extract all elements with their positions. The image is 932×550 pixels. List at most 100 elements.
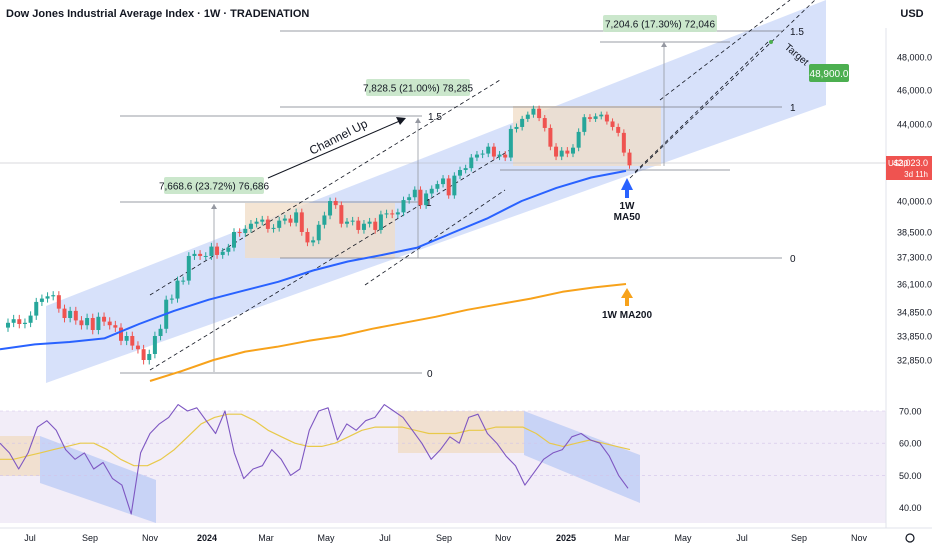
candle-body	[175, 280, 180, 299]
candle-body	[113, 325, 118, 328]
time-tick-label: Mar	[258, 533, 274, 543]
time-tick-label: Mar	[614, 533, 630, 543]
time-tick-label: May	[674, 533, 692, 543]
rsi-tick-label: 70.00	[899, 407, 922, 417]
candle-body	[361, 223, 366, 230]
candle-body	[486, 146, 491, 154]
channel-up-arrow-head	[396, 117, 406, 125]
candle-body	[90, 318, 95, 330]
rsi-range-box-1	[0, 436, 40, 476]
candle-body	[593, 116, 598, 119]
candle-body	[542, 118, 547, 128]
candle-body	[407, 197, 412, 201]
dash-up-3	[364, 189, 506, 286]
price-tick-label: 40,000.0	[897, 197, 932, 207]
candle-body	[220, 251, 225, 255]
gear-icon[interactable]	[905, 533, 915, 543]
candle-body	[271, 227, 276, 229]
candle-body	[102, 316, 107, 322]
price-tick-label: 48,000.0	[897, 53, 932, 63]
candle-body	[463, 168, 468, 171]
symbol-label: US30	[888, 159, 909, 168]
candle-body	[576, 131, 581, 148]
candle-body	[294, 212, 299, 223]
candle-body	[469, 157, 474, 169]
time-tick-label: May	[317, 533, 335, 543]
rsi-panel	[0, 404, 886, 523]
candle-body	[554, 146, 559, 157]
ma200-line	[149, 283, 627, 382]
time-tick-label: Jul	[736, 533, 748, 543]
candle-body	[17, 319, 22, 324]
candle-body	[198, 253, 203, 256]
last-price-tag	[886, 156, 932, 180]
bar-countdown: 3d 11h	[904, 170, 928, 179]
candle-body	[322, 215, 327, 225]
candle-body	[429, 188, 434, 194]
candle-body	[56, 295, 61, 309]
fib-level-1-a: 1	[426, 198, 432, 209]
time-tick-label: Nov	[495, 533, 512, 543]
rsi-ma-line	[0, 413, 631, 467]
dash-up-4	[629, 0, 816, 179]
candle-body	[395, 212, 400, 215]
ma200-arrow	[621, 288, 633, 306]
candle-body	[316, 224, 321, 241]
candle-body	[424, 193, 429, 206]
measure-arrow-2-head	[415, 118, 421, 123]
rsi-channel-down-2	[524, 411, 640, 503]
candle-body	[73, 310, 78, 321]
ma50-arrow	[621, 178, 633, 198]
fib-level-0-a: 0	[427, 369, 433, 380]
candle-body	[333, 201, 338, 206]
candle-body	[158, 328, 163, 336]
candle-body	[186, 255, 191, 281]
rsi-tick-label: 60.00	[899, 439, 922, 449]
ma50-label-line1: 1W	[620, 201, 636, 212]
fib-label-1-box	[164, 177, 264, 194]
price-tick-label: 34,850.0	[897, 308, 932, 318]
candle-body	[232, 232, 236, 248]
price-tick-label: 44,000.0	[897, 120, 932, 130]
candle-body	[446, 178, 451, 196]
candle-body	[226, 247, 231, 252]
candle-body	[412, 189, 417, 198]
candle-body	[418, 189, 423, 206]
candle-body	[452, 175, 457, 196]
candle-body	[68, 310, 73, 318]
time-tick-label: Nov	[851, 533, 868, 543]
target-value: 48,900.0	[810, 69, 849, 80]
candle-body	[401, 200, 406, 213]
time-tick-label: Jul	[379, 533, 391, 543]
candle-body	[311, 240, 316, 243]
candle-body	[85, 318, 90, 326]
candle-body	[345, 221, 349, 224]
candle-body	[11, 319, 16, 323]
candle-body	[458, 170, 462, 176]
rsi-tick-label: 50.00	[899, 471, 922, 481]
rsi-tick-label: 40.00	[899, 503, 922, 513]
candle-body	[604, 114, 609, 122]
candle-body	[130, 336, 135, 346]
price-axis[interactable]	[886, 28, 932, 550]
candle-body	[107, 321, 112, 326]
candle-body	[22, 322, 27, 324]
candle-body	[350, 220, 355, 222]
candle-body	[587, 117, 592, 119]
candle-body	[565, 150, 570, 154]
candle-body	[62, 308, 67, 318]
candle-body	[96, 316, 101, 330]
candle-body	[152, 336, 157, 354]
ma50-label-line2: MA50	[614, 212, 641, 223]
candle-body	[305, 232, 310, 243]
candle-body	[203, 255, 208, 257]
candle-body	[384, 213, 389, 215]
candle-body	[215, 246, 220, 255]
candle-body	[480, 153, 485, 155]
candle-body	[497, 154, 502, 157]
ma200-label: 1W MA200	[602, 310, 652, 321]
candle-body	[265, 219, 270, 229]
time-tick-label: Sep	[82, 533, 98, 543]
candle-body	[135, 345, 140, 350]
